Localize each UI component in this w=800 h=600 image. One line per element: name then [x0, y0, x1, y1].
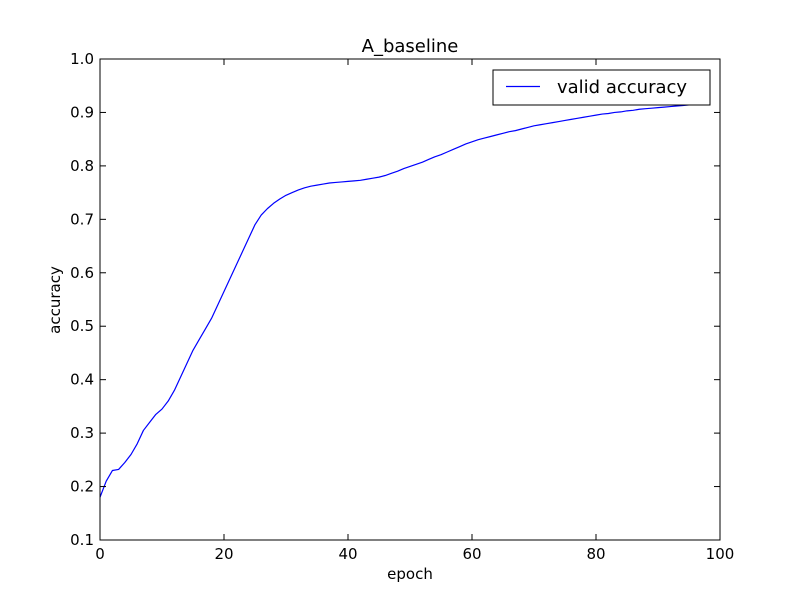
- x-axis-label: epoch: [387, 565, 433, 583]
- y-tick-label: 0.8: [70, 157, 94, 175]
- x-axis: 0 20 40 60 80 100: [95, 59, 734, 563]
- x-tick-label: 100: [706, 545, 735, 563]
- plot-area: [99, 103, 696, 498]
- x-tick-label: 80: [586, 545, 605, 563]
- plot-frame: [99, 58, 721, 541]
- legend: valid accuracy: [492, 69, 711, 106]
- x-tick-label: 20: [214, 545, 233, 563]
- y-tick-label: 0.5: [70, 317, 94, 335]
- y-tick-label: 0.1: [70, 531, 94, 549]
- y-tick-label: 1.0: [70, 50, 94, 68]
- y-tick-label: 0.4: [70, 371, 94, 389]
- y-tick-label: 0.9: [70, 103, 94, 121]
- y-tick-label: 0.2: [70, 478, 94, 496]
- series-line-valid-accuracy: [99, 103, 696, 498]
- chart-title: A_baseline: [362, 36, 459, 57]
- y-tick-label: 0.6: [70, 264, 94, 282]
- y-tick-label: 0.3: [70, 424, 94, 442]
- x-tick-label: 60: [462, 545, 481, 563]
- legend-label: valid accuracy: [557, 77, 687, 98]
- y-axis: 0.1 0.2 0.3 0.4 0.5 0.6 0.7 0.8 0.9 1.0: [70, 50, 720, 549]
- legend-box: [492, 69, 711, 106]
- y-tick-label: 0.7: [70, 210, 94, 228]
- y-axis-label: accuracy: [46, 266, 64, 334]
- x-tick-label: 0: [95, 545, 105, 563]
- x-tick-label: 40: [338, 545, 357, 563]
